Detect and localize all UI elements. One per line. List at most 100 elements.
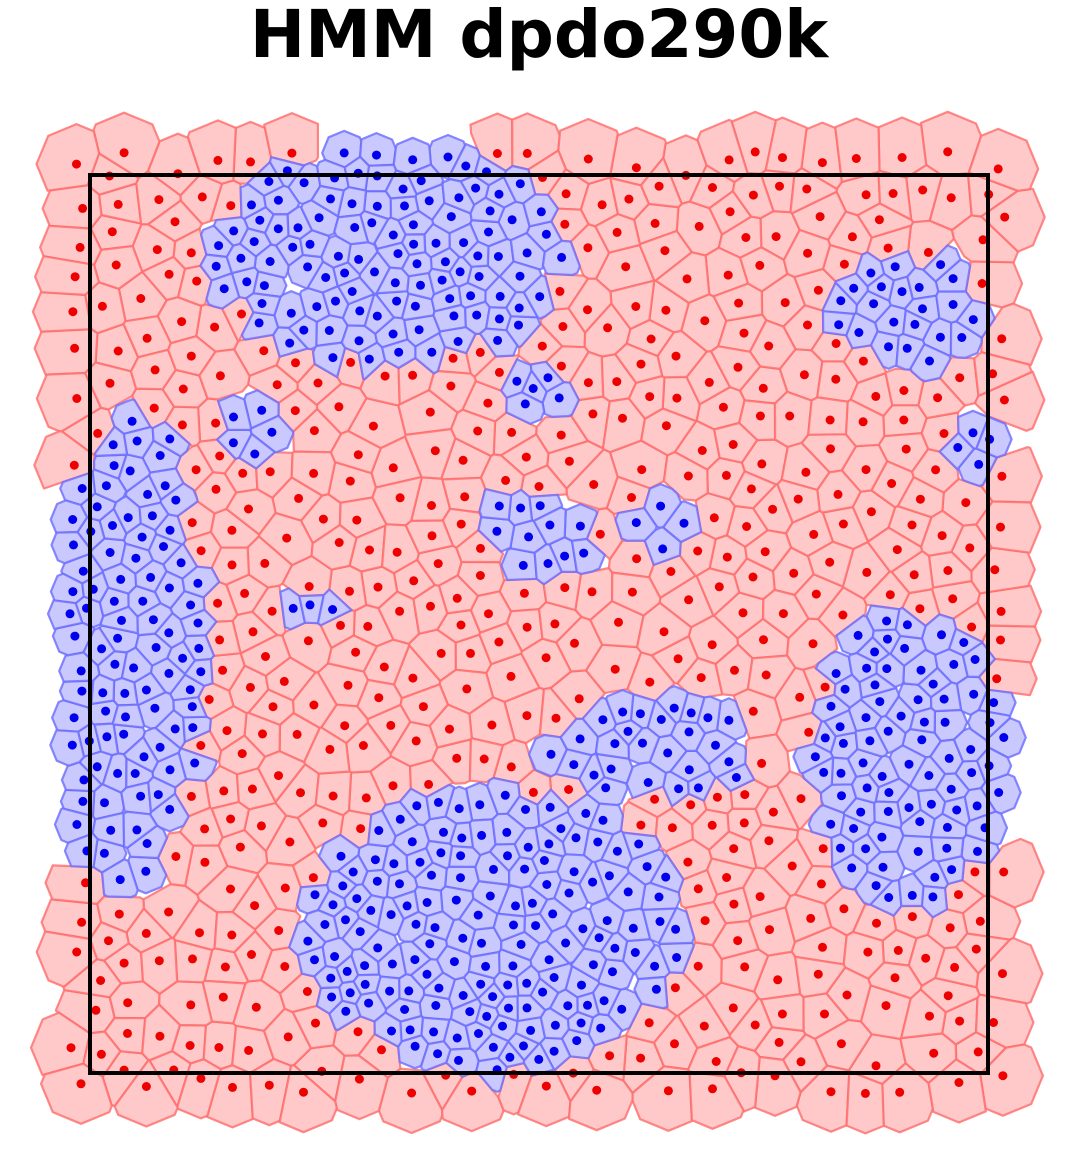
blue-particle-point — [522, 1003, 532, 1013]
red-particle-point — [787, 861, 797, 871]
red-particle-point — [897, 153, 907, 162]
blue-particle-point — [422, 898, 432, 907]
blue-particle-point — [431, 1001, 441, 1010]
blue-particle-point — [541, 229, 551, 239]
blue-particle-point — [498, 1021, 507, 1031]
plot-title: HMM dpdo290k — [249, 0, 829, 73]
blue-particle-point — [414, 325, 424, 335]
red-particle-point — [722, 552, 732, 562]
blue-particle-point — [485, 891, 495, 901]
blue-particle-point — [250, 449, 260, 459]
red-particle-point — [780, 298, 790, 308]
blue-particle-point — [465, 1007, 475, 1017]
red-particle-point — [283, 1032, 293, 1042]
red-particle-point — [213, 155, 223, 165]
red-particle-point — [997, 471, 1007, 481]
red-particle-point — [733, 936, 743, 946]
red-particle-point — [226, 814, 236, 824]
blue-particle-point — [68, 515, 78, 524]
blue-particle-point — [890, 262, 900, 272]
blue-particle-point — [588, 877, 598, 887]
red-particle-point — [436, 648, 446, 658]
red-particle-point — [448, 353, 458, 363]
red-particle-point — [113, 199, 123, 209]
red-particle-point — [170, 217, 180, 227]
blue-particle-point — [326, 194, 335, 204]
red-particle-point — [597, 200, 607, 210]
blue-particle-point — [575, 521, 585, 531]
red-voronoi-cell — [428, 370, 477, 414]
red-particle-point — [624, 194, 634, 204]
red-particle-point — [755, 260, 765, 270]
blue-particle-point — [422, 969, 432, 979]
blue-voronoi-cell — [633, 975, 669, 1010]
blue-particle-point — [902, 343, 912, 353]
blue-particle-point — [581, 808, 591, 818]
blue-particle-point — [500, 790, 510, 800]
red-particle-point — [925, 1011, 934, 1021]
blue-particle-point — [935, 332, 945, 342]
blue-particle-point — [896, 711, 906, 721]
red-particle-point — [313, 378, 323, 388]
red-particle-point — [213, 598, 223, 608]
blue-particle-point — [328, 353, 338, 363]
red-particle-point — [858, 356, 868, 366]
blue-particle-point — [398, 184, 408, 194]
red-particle-point — [72, 159, 81, 169]
blue-particle-point — [654, 892, 664, 902]
red-particle-point — [583, 243, 593, 253]
red-particle-point — [218, 992, 228, 1002]
red-particle-point — [892, 545, 902, 555]
red-voronoi-cell — [381, 523, 420, 575]
blue-particle-point — [514, 303, 524, 313]
blue-particle-point — [310, 955, 319, 965]
red-particle-point — [210, 322, 220, 332]
red-particle-point — [186, 1000, 196, 1010]
red-particle-point — [287, 148, 297, 158]
red-particle-point — [291, 358, 300, 368]
blue-voronoi-cell — [895, 332, 926, 371]
blue-particle-point — [503, 980, 513, 990]
blue-particle-point — [139, 752, 149, 762]
blue-particle-point — [321, 273, 331, 282]
red-voronoi-cell — [764, 116, 808, 175]
red-particle-point — [799, 370, 809, 380]
blue-particle-point — [572, 1036, 582, 1046]
blue-particle-point — [631, 518, 641, 528]
blue-particle-point — [429, 1027, 439, 1037]
blue-particle-point — [731, 773, 741, 782]
red-voronoi-cell — [557, 117, 619, 185]
red-particle-point — [426, 601, 435, 611]
red-particle-point — [353, 450, 363, 460]
red-particle-point — [93, 428, 103, 438]
red-particle-point — [838, 610, 848, 620]
blue-particle-point — [913, 695, 923, 705]
red-particle-point — [842, 990, 852, 1000]
red-particle-point — [661, 421, 671, 431]
red-particle-point — [663, 1086, 673, 1096]
blue-particle-point — [185, 685, 195, 695]
red-particle-point — [818, 844, 828, 854]
blue-particle-point — [370, 267, 379, 277]
red-particle-point — [186, 248, 196, 258]
red-particle-point — [708, 183, 717, 192]
blue-particle-point — [100, 798, 109, 808]
blue-particle-point — [164, 628, 174, 638]
blue-particle-point — [408, 155, 418, 165]
blue-particle-point — [917, 735, 927, 745]
red-particle-point — [336, 620, 345, 630]
blue-voronoi-cell — [217, 393, 253, 431]
blue-particle-point — [153, 790, 163, 800]
red-particle-point — [825, 557, 835, 567]
red-particle-point — [945, 923, 955, 933]
red-particle-point — [492, 149, 502, 158]
red-particle-point — [164, 269, 174, 279]
blue-particle-point — [557, 252, 567, 262]
red-particle-point — [178, 384, 188, 394]
blue-particle-point — [599, 996, 609, 1006]
blue-particle-point — [610, 943, 620, 953]
blue-particle-point — [333, 251, 343, 261]
blue-particle-point — [142, 839, 152, 848]
red-particle-point — [274, 771, 283, 781]
blue-particle-point — [165, 765, 175, 775]
